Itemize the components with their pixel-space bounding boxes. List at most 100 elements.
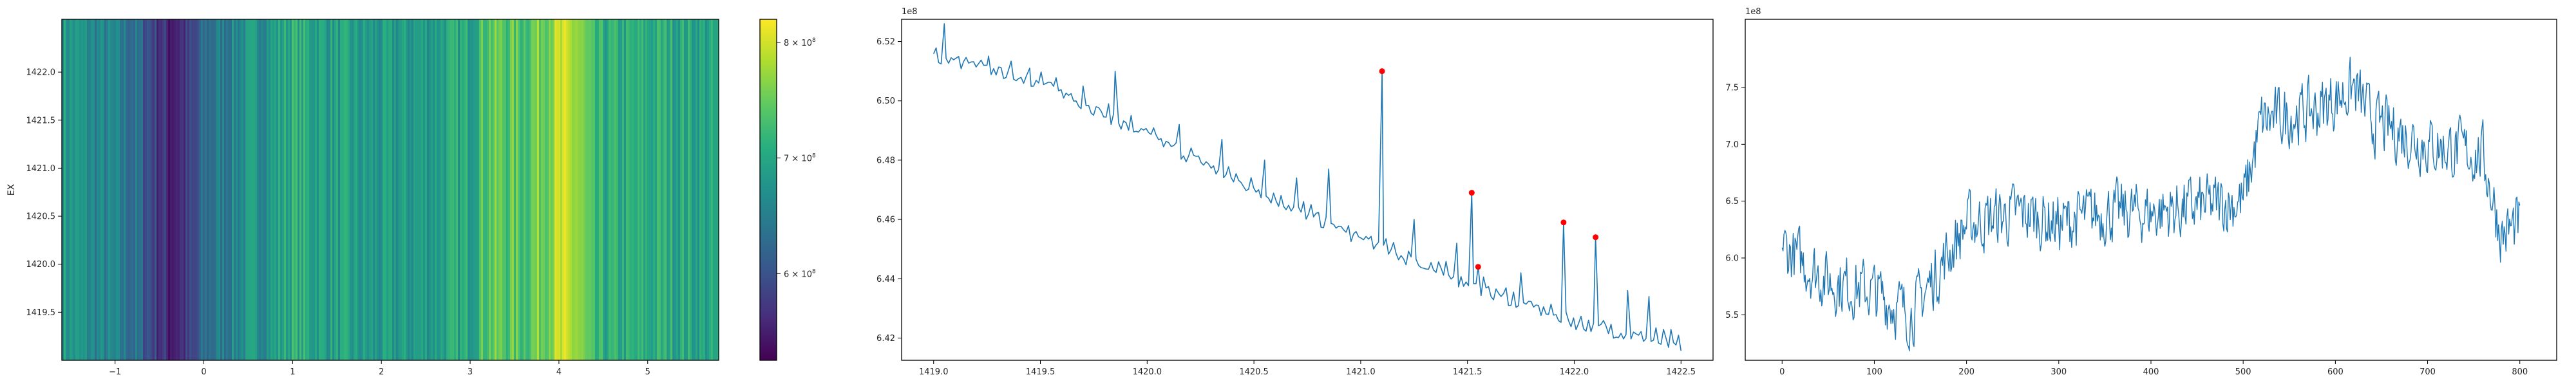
heatmap-cell [599,19,601,360]
colorbar-frame [759,19,777,361]
heatmap-cell [243,19,246,360]
heatmap-cell [251,19,254,360]
heatmap-cell [327,19,329,360]
heatmap-cell [350,19,352,360]
heatmap-cell [487,19,489,360]
heatmap-cell [267,19,269,360]
heatmap-cell [620,19,623,360]
heatmap-cell [311,19,314,360]
heatmap-cell [238,19,240,360]
heatmap-cell [151,19,153,360]
heatmap-cell [699,19,702,360]
heatmap-cell [435,19,437,360]
heatmap-cell [131,19,134,360]
heatmap-cell [589,19,592,360]
heatmap-cell [400,19,402,360]
heatmap-cell [160,19,163,360]
colorbar-tick-label: 6 × 108 [784,268,816,279]
heatmap-x-tick-label: 3 [468,367,473,377]
heatmap-cell [228,19,231,360]
heatmap-cell [112,19,115,360]
heatmap-cell [645,19,648,360]
line-y-tick-label: 6.42 [876,334,895,344]
heatmap-y-tick-label: 1421.0 [26,164,56,174]
heatmap-cell [410,19,412,360]
heatmap-cell [703,19,706,360]
heatmap-cell [707,19,710,360]
peak-marker [1468,190,1475,196]
heatmap-cell [240,19,242,360]
heatmap-cell [647,19,650,360]
heatmap-cell [334,19,337,360]
heatmap-cell [392,19,395,360]
heatmap-cell [158,19,161,360]
heatmap-cell [298,19,300,360]
heatmap-cell [247,19,250,360]
line-x-tick-label: 1419.5 [1026,367,1056,377]
index-x-tick-label: 500 [2235,367,2251,377]
heatmap-cell [100,19,103,360]
heatmap-cell [91,19,93,360]
line-y-tick-label: 6.52 [876,37,895,47]
heatmap-cell [593,19,596,360]
heatmap-cell [369,19,372,360]
heatmap-cell [162,19,165,360]
heatmap-cell [460,19,462,360]
heatmap-cell [626,19,629,360]
heatmap-cell [676,19,679,360]
heatmap-cell [294,19,296,360]
heatmap-cell [70,19,72,360]
heatmap-cell [205,19,207,360]
heatmap-cell [568,19,571,360]
heatmap-cell [116,19,118,360]
heatmap-x-axis: −1 0 1 2 3 4 5 [109,360,650,377]
heatmap-cell [73,19,76,360]
heatmap-cell [377,19,379,360]
peak-markers [1379,68,1599,270]
index-x-tick-label: 0 [1779,367,1785,377]
heatmap-cell [379,19,381,360]
heatmap-cell [309,19,312,360]
heatmap-cell [261,19,263,360]
heatmap-y-axis: 1419.5 1420.0 1420.5 1421.0 1421.5 1422.0 [26,68,62,318]
heatmap-cell [406,19,408,360]
heatmap-cell [636,19,638,360]
heatmap-cell [394,19,397,360]
heatmap-cell [549,19,551,360]
index-x-tick-label: 300 [2050,367,2067,377]
heatmap-cell [462,19,464,360]
heatmap-cell [415,19,418,360]
heatmap-cell [696,19,698,360]
heatmap-cell [286,19,289,360]
heatmap-cell [242,19,244,360]
heatmap-cell [290,19,292,360]
heatmap-cell [481,19,484,360]
heatmap-cell [674,19,677,360]
heatmap-cell [701,19,704,360]
heatmap-cell [468,19,470,360]
heatmap-cell [398,19,401,360]
heatmap-cell [218,19,221,360]
heatmap-cell [439,19,441,360]
heatmap-cell [477,19,480,360]
heatmap-cell [632,19,634,360]
heatmap-cell [618,19,621,360]
heatmap-cell [601,19,603,360]
heatmap-cell [458,19,460,360]
heatmap-cell [288,19,290,360]
heatmap-panel: −1 0 1 2 3 4 5 1419.51420.01420.51421.01421.51… [6,19,719,377]
heatmap-cell [321,19,323,360]
heatmap-cell [359,19,362,360]
heatmap-cell [653,19,656,360]
heatmap-cell [75,19,78,360]
heatmap-cell [686,19,688,360]
heatmap-cell [313,19,316,360]
heatmap-cell [124,19,126,360]
heatmap-cell [649,19,652,360]
heatmap-cell [522,19,524,360]
heatmap-cell [328,19,331,360]
heatmap-y-tick-label: 1420.0 [26,260,56,270]
heatmap-cell [464,19,466,360]
heatmap-cell [176,19,178,360]
